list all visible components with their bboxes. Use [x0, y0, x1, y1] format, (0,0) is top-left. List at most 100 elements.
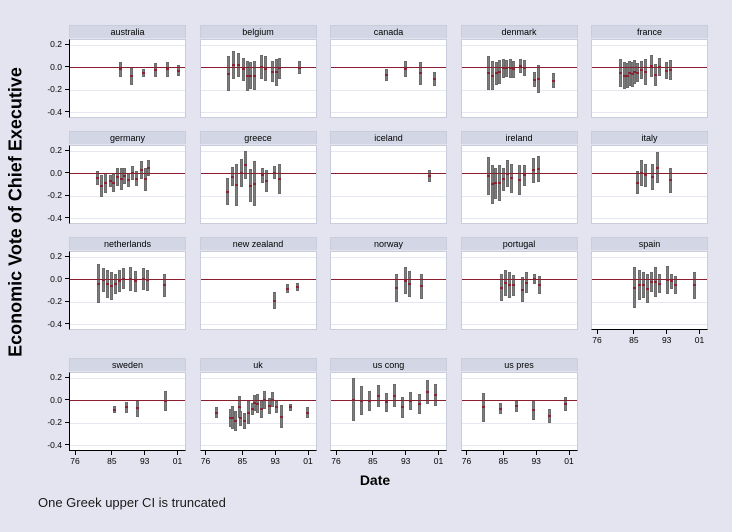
panel-title: us pres: [460, 358, 578, 371]
point-estimate: [635, 181, 639, 184]
y-tick-label: -0.4: [47, 318, 62, 329]
point-estimate: [108, 180, 112, 183]
zero-line: [461, 67, 577, 69]
panel-spain: [591, 250, 708, 330]
point-estimate: [243, 420, 247, 423]
point-estimate: [154, 68, 158, 71]
point-estimate: [118, 68, 122, 71]
point-estimate: [100, 185, 104, 188]
x-tick-label: 76: [70, 455, 80, 466]
gridline: [200, 218, 316, 220]
point-estimate: [433, 394, 437, 397]
point-estimate: [267, 405, 271, 408]
y-tick-label: -0.2: [47, 84, 62, 95]
point-estimate: [633, 286, 637, 289]
panel-title: denmark: [460, 25, 578, 38]
point-estimate: [637, 283, 641, 286]
panel-canada: [330, 38, 447, 118]
x-tick-label: 76: [461, 455, 472, 466]
gridline: [70, 89, 185, 91]
x-tick-label: 93: [400, 455, 411, 466]
x-tick-label: 01: [564, 455, 574, 466]
point-estimate: [644, 70, 648, 73]
point-estimate: [498, 181, 502, 184]
point-estimate: [117, 279, 121, 282]
x-tick: [405, 450, 407, 455]
panel-uk: [199, 371, 317, 451]
x-tick-label: 93: [270, 455, 280, 466]
x-tick-label: 85: [498, 455, 509, 466]
point-estimate: [250, 408, 254, 411]
point-estimate: [384, 401, 388, 404]
point-estimate: [518, 178, 522, 181]
panel-australia: [69, 38, 186, 118]
gridline: [592, 89, 707, 91]
point-estimate: [112, 181, 116, 184]
point-estimate: [490, 74, 494, 77]
y-tick: [65, 149, 69, 151]
zero-line: [70, 173, 185, 175]
point-estimate: [279, 415, 283, 418]
point-estimate: [639, 172, 643, 175]
zero-line: [461, 173, 577, 175]
gridline: [592, 44, 707, 46]
point-estimate: [273, 299, 277, 302]
gridline: [200, 195, 316, 197]
x-tick: [568, 450, 570, 455]
point-estimate: [494, 72, 498, 75]
gridline: [331, 195, 446, 197]
x-tick-label: 85: [368, 455, 378, 466]
y-tick-label: -0.4: [47, 106, 62, 117]
panel-title: new zealand: [199, 237, 317, 250]
point-estimate: [642, 283, 645, 286]
panel-portugal: [460, 250, 578, 330]
panel-title: norway: [330, 237, 447, 250]
y-tick: [65, 255, 69, 257]
gridline: [331, 44, 446, 46]
gridline: [461, 422, 577, 424]
y-tick-label: -0.4: [47, 212, 62, 223]
point-estimate: [135, 407, 139, 410]
x-tick: [177, 450, 178, 455]
point-estimate: [271, 70, 275, 73]
point-estimate: [515, 405, 519, 408]
point-estimate: [650, 280, 654, 283]
point-estimate: [164, 399, 168, 402]
gridline: [331, 324, 446, 326]
y-tick: [65, 444, 69, 446]
point-estimate: [127, 178, 131, 181]
point-estimate: [401, 406, 405, 409]
point-estimate: [166, 68, 170, 71]
y-tick-label: 0.2: [50, 372, 62, 383]
panel-title: us cong: [330, 358, 447, 371]
point-estimate: [636, 71, 640, 74]
panel-title: iceland: [330, 131, 447, 144]
point-estimate: [418, 72, 422, 75]
gridline: [461, 195, 577, 197]
gridline: [70, 445, 185, 447]
point-estimate: [249, 74, 253, 77]
point-estimate: [264, 67, 268, 70]
footnote: One Greek upper CI is truncated: [38, 495, 226, 510]
point-estimate: [537, 284, 541, 287]
point-estimate: [633, 70, 637, 73]
y-tick: [65, 217, 69, 219]
x-tick: [274, 450, 276, 455]
point-estimate: [275, 405, 279, 408]
point-estimate: [115, 176, 119, 179]
panel-france: [591, 38, 708, 118]
point-estimate: [133, 280, 137, 283]
point-estimate: [650, 65, 654, 68]
zero-line: [70, 279, 185, 281]
point-estimate: [499, 286, 503, 289]
point-estimate: [498, 407, 502, 410]
x-tick: [307, 450, 309, 455]
point-estimate: [506, 172, 510, 175]
y-tick: [65, 376, 69, 378]
panel-title: sweden: [69, 358, 186, 371]
point-estimate: [252, 74, 256, 77]
point-estimate: [122, 277, 126, 280]
y-tick: [65, 194, 69, 196]
point-estimate: [141, 71, 145, 74]
